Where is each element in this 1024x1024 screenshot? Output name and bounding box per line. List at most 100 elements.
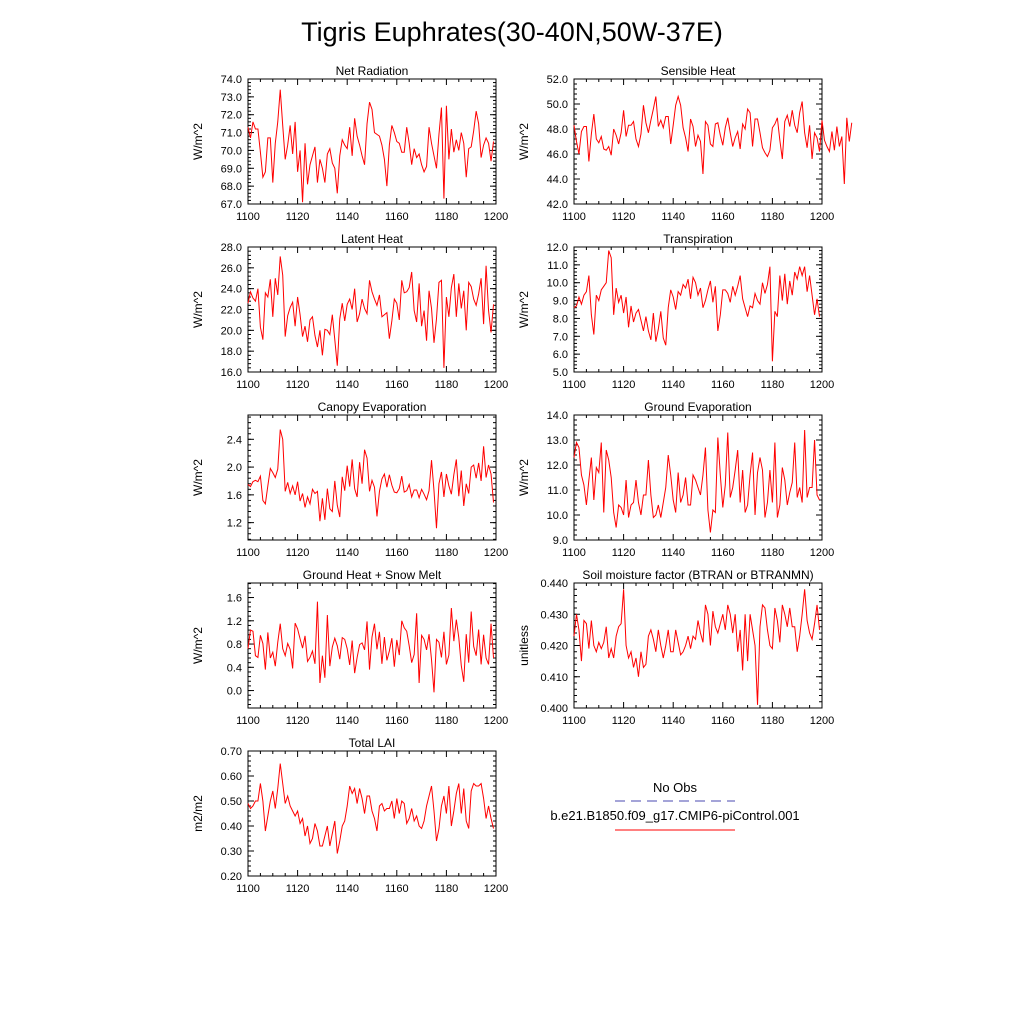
x-tick-label: 1160 xyxy=(711,211,735,223)
series-line-ground-evaporation xyxy=(573,429,820,533)
x-tick-label: 1200 xyxy=(810,379,834,391)
y-tick-label: 0.400 xyxy=(540,703,568,715)
x-tick-label: 1120 xyxy=(612,715,636,727)
y-tick-label: 28.0 xyxy=(221,242,242,254)
y-tick-label: 16.0 xyxy=(221,367,242,379)
y-axis-label: W/m^2 xyxy=(517,291,531,328)
x-tick-label: 1180 xyxy=(761,547,785,559)
panel-title: Ground Heat + Snow Melt xyxy=(303,568,442,582)
x-tick-label: 1200 xyxy=(484,379,508,391)
x-tick-label: 1180 xyxy=(761,715,785,727)
x-tick-label: 1120 xyxy=(612,379,636,391)
series-line-ground-heat-snow-melt xyxy=(247,601,495,693)
x-tick-label: 1120 xyxy=(286,715,310,727)
x-tick-label: 1200 xyxy=(810,211,834,223)
y-tick-label: 24.0 xyxy=(221,284,242,296)
x-tick-label: 1120 xyxy=(286,547,310,559)
y-tick-label: 11.0 xyxy=(547,260,568,272)
series-line-transpiration xyxy=(573,250,821,362)
y-tick-label: 44.0 xyxy=(547,174,568,186)
x-tick-label: 1100 xyxy=(236,715,260,727)
panel-frame xyxy=(573,582,823,709)
x-tick-label: 1160 xyxy=(385,547,409,559)
x-tick-label: 1180 xyxy=(435,547,459,559)
x-tick-label: 1120 xyxy=(286,379,310,391)
y-tick-label: 0.8 xyxy=(227,639,242,651)
y-tick-label: 10.0 xyxy=(547,510,568,522)
x-tick-label: 1160 xyxy=(385,883,409,895)
x-tick-label: 1160 xyxy=(711,547,735,559)
x-tick-label: 1120 xyxy=(286,211,310,223)
x-tick-label: 1200 xyxy=(484,715,508,727)
y-tick-label: 72.0 xyxy=(221,110,242,122)
y-tick-label: 46.0 xyxy=(547,149,568,161)
y-axis-label: W/m^2 xyxy=(191,459,205,496)
panel-frame xyxy=(247,750,497,877)
panel-total-lai: Total LAI m2/m2 1100 1120 1140 1160 1180 1200 0.… xyxy=(191,736,508,895)
y-tick-label: 1.6 xyxy=(227,593,242,605)
x-tick-label: 1140 xyxy=(335,883,359,895)
x-tick-label: 1100 xyxy=(562,379,586,391)
y-axis-label: W/m^2 xyxy=(191,291,205,328)
panel-frame xyxy=(247,582,497,709)
panel-sensible-heat: Sensible Heat W/m^2 1100 1120 1140 1160 1180 12… xyxy=(517,64,853,223)
y-tick-label: 68.0 xyxy=(221,181,242,193)
y-tick-label: 0.30 xyxy=(221,846,242,858)
legend-label-control-run: b.e21.B1850.f09_g17.CMIP6-piControl.001 xyxy=(550,808,799,823)
x-tick-label: 1100 xyxy=(236,211,260,223)
y-tick-label: 71.0 xyxy=(221,128,242,140)
x-tick-label: 1140 xyxy=(661,715,685,727)
y-tick-label: 12.0 xyxy=(547,242,568,254)
series-line-sensible-heat xyxy=(573,94,853,185)
y-tick-label: 50.0 xyxy=(547,99,568,111)
y-tick-label: 1.2 xyxy=(227,616,242,628)
panel-title: Ground Evaporation xyxy=(644,400,751,414)
y-tick-label: 0.440 xyxy=(540,578,568,590)
series-line-canopy-evaporation xyxy=(247,429,495,529)
y-tick-label: 14.0 xyxy=(547,410,568,422)
y-axis-label: m2/m2 xyxy=(191,795,205,832)
series-line-net-radiation xyxy=(247,89,495,203)
y-tick-label: 0.0 xyxy=(227,686,242,698)
x-tick-label: 1100 xyxy=(562,211,586,223)
y-tick-label: 1.6 xyxy=(227,490,242,502)
legend: No Obs b.e21.B1850.f09_g17.CMIP6-piContr… xyxy=(550,780,800,831)
y-tick-label: 0.60 xyxy=(221,771,242,783)
y-tick-label: 67.0 xyxy=(221,199,242,211)
y-tick-label: 2.0 xyxy=(227,462,242,474)
figure-title: Tigris Euphrates(30-40N,50W-37E) xyxy=(301,17,723,47)
y-tick-label: 0.20 xyxy=(221,871,242,883)
panel-frame xyxy=(247,78,497,205)
x-tick-label: 1100 xyxy=(236,379,260,391)
x-tick-label: 1180 xyxy=(435,379,459,391)
y-tick-label: 22.0 xyxy=(221,305,242,317)
x-tick-label: 1180 xyxy=(761,211,785,223)
panel-title: Sensible Heat xyxy=(661,64,736,78)
y-tick-label: 42.0 xyxy=(547,199,568,211)
y-axis-label: W/m^2 xyxy=(517,459,531,496)
panel-title: Latent Heat xyxy=(341,232,404,246)
y-tick-label: 12.0 xyxy=(547,460,568,472)
x-tick-label: 1180 xyxy=(435,211,459,223)
x-tick-label: 1180 xyxy=(761,379,785,391)
series-line-total-lai xyxy=(247,763,495,854)
y-tick-label: 70.0 xyxy=(221,145,242,157)
x-tick-label: 1200 xyxy=(484,211,508,223)
y-tick-label: 69.0 xyxy=(221,163,242,175)
y-tick-label: 74.0 xyxy=(221,74,242,86)
y-tick-label: 13.0 xyxy=(547,435,568,447)
series-line-soil-moisture-factor-btran-or-btranmn xyxy=(573,589,821,705)
y-tick-label: 9.0 xyxy=(553,296,568,308)
panel-title: Soil moisture factor (BTRAN or BTRANMN) xyxy=(582,568,813,582)
y-tick-label: 0.70 xyxy=(221,746,242,758)
y-tick-label: 9.0 xyxy=(553,535,568,547)
y-tick-label: 52.0 xyxy=(547,74,568,86)
x-tick-label: 1160 xyxy=(385,211,409,223)
y-tick-label: 5.0 xyxy=(553,367,568,379)
x-tick-label: 1200 xyxy=(484,883,508,895)
panel-frame xyxy=(573,78,823,205)
x-tick-label: 1120 xyxy=(286,883,310,895)
x-tick-label: 1140 xyxy=(661,211,685,223)
x-tick-label: 1100 xyxy=(236,883,260,895)
